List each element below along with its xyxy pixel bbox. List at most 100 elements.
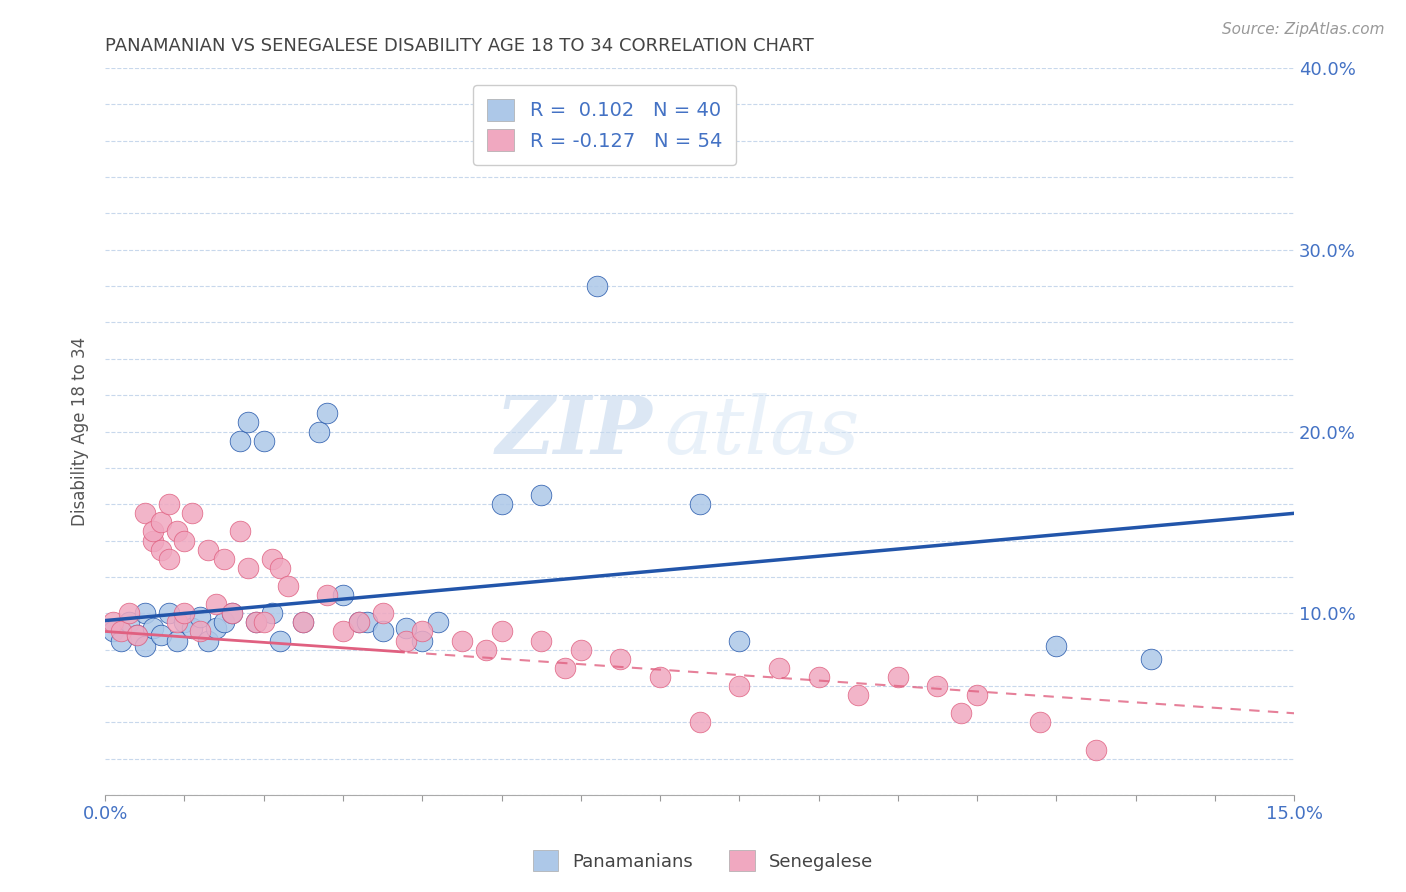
- Point: [149, 542, 172, 557]
- Point: [316, 406, 339, 420]
- Point: [269, 633, 291, 648]
- Point: [728, 633, 751, 648]
- Point: [110, 624, 132, 639]
- Point: [292, 615, 315, 630]
- Point: [269, 561, 291, 575]
- Point: [110, 633, 132, 648]
- Text: atlas: atlas: [664, 392, 859, 470]
- Point: [332, 588, 354, 602]
- Point: [308, 425, 330, 439]
- Point: [245, 615, 267, 630]
- Legend: R =  0.102   N = 40, R = -0.127   N = 54: R = 0.102 N = 40, R = -0.127 N = 54: [474, 85, 735, 165]
- Point: [347, 615, 370, 630]
- Point: [118, 615, 141, 630]
- Point: [188, 610, 211, 624]
- Point: [212, 551, 235, 566]
- Point: [181, 621, 204, 635]
- Legend: Panamanians, Senegalese: Panamanians, Senegalese: [526, 843, 880, 879]
- Point: [689, 715, 711, 730]
- Point: [166, 615, 188, 630]
- Point: [887, 670, 910, 684]
- Point: [371, 624, 394, 639]
- Point: [205, 597, 228, 611]
- Point: [1140, 651, 1163, 665]
- Point: [395, 633, 418, 648]
- Point: [474, 642, 496, 657]
- Point: [371, 607, 394, 621]
- Point: [134, 506, 156, 520]
- Point: [648, 670, 671, 684]
- Point: [950, 706, 973, 721]
- Point: [173, 615, 195, 630]
- Point: [395, 621, 418, 635]
- Point: [554, 661, 576, 675]
- Point: [245, 615, 267, 630]
- Point: [157, 551, 180, 566]
- Point: [142, 621, 165, 635]
- Point: [530, 488, 553, 502]
- Point: [491, 497, 513, 511]
- Point: [569, 642, 592, 657]
- Point: [451, 633, 474, 648]
- Text: ZIP: ZIP: [495, 392, 652, 470]
- Point: [173, 607, 195, 621]
- Point: [316, 588, 339, 602]
- Point: [347, 615, 370, 630]
- Point: [1045, 639, 1067, 653]
- Point: [1029, 715, 1052, 730]
- Point: [142, 524, 165, 539]
- Point: [585, 279, 607, 293]
- Point: [530, 633, 553, 648]
- Point: [229, 524, 252, 539]
- Point: [356, 615, 378, 630]
- Point: [260, 551, 283, 566]
- Point: [427, 615, 450, 630]
- Point: [173, 533, 195, 548]
- Point: [149, 516, 172, 530]
- Point: [768, 661, 790, 675]
- Text: PANAMANIAN VS SENEGALESE DISABILITY AGE 18 TO 34 CORRELATION CHART: PANAMANIAN VS SENEGALESE DISABILITY AGE …: [105, 37, 814, 55]
- Y-axis label: Disability Age 18 to 34: Disability Age 18 to 34: [72, 337, 89, 526]
- Point: [118, 607, 141, 621]
- Point: [807, 670, 830, 684]
- Point: [157, 497, 180, 511]
- Point: [236, 416, 259, 430]
- Point: [846, 688, 869, 702]
- Point: [157, 607, 180, 621]
- Point: [689, 497, 711, 511]
- Point: [205, 621, 228, 635]
- Point: [728, 679, 751, 693]
- Point: [181, 506, 204, 520]
- Point: [188, 624, 211, 639]
- Point: [411, 633, 433, 648]
- Point: [101, 624, 124, 639]
- Text: Source: ZipAtlas.com: Source: ZipAtlas.com: [1222, 22, 1385, 37]
- Point: [966, 688, 988, 702]
- Point: [253, 615, 276, 630]
- Point: [125, 628, 148, 642]
- Point: [292, 615, 315, 630]
- Point: [212, 615, 235, 630]
- Point: [609, 651, 631, 665]
- Point: [134, 607, 156, 621]
- Point: [253, 434, 276, 448]
- Point: [221, 607, 243, 621]
- Point: [411, 624, 433, 639]
- Point: [101, 615, 124, 630]
- Point: [229, 434, 252, 448]
- Point: [134, 639, 156, 653]
- Point: [166, 633, 188, 648]
- Point: [260, 607, 283, 621]
- Point: [221, 607, 243, 621]
- Point: [332, 624, 354, 639]
- Point: [197, 542, 219, 557]
- Point: [197, 633, 219, 648]
- Point: [149, 628, 172, 642]
- Point: [125, 628, 148, 642]
- Point: [166, 524, 188, 539]
- Point: [927, 679, 949, 693]
- Point: [142, 533, 165, 548]
- Point: [276, 579, 298, 593]
- Point: [491, 624, 513, 639]
- Point: [1084, 742, 1107, 756]
